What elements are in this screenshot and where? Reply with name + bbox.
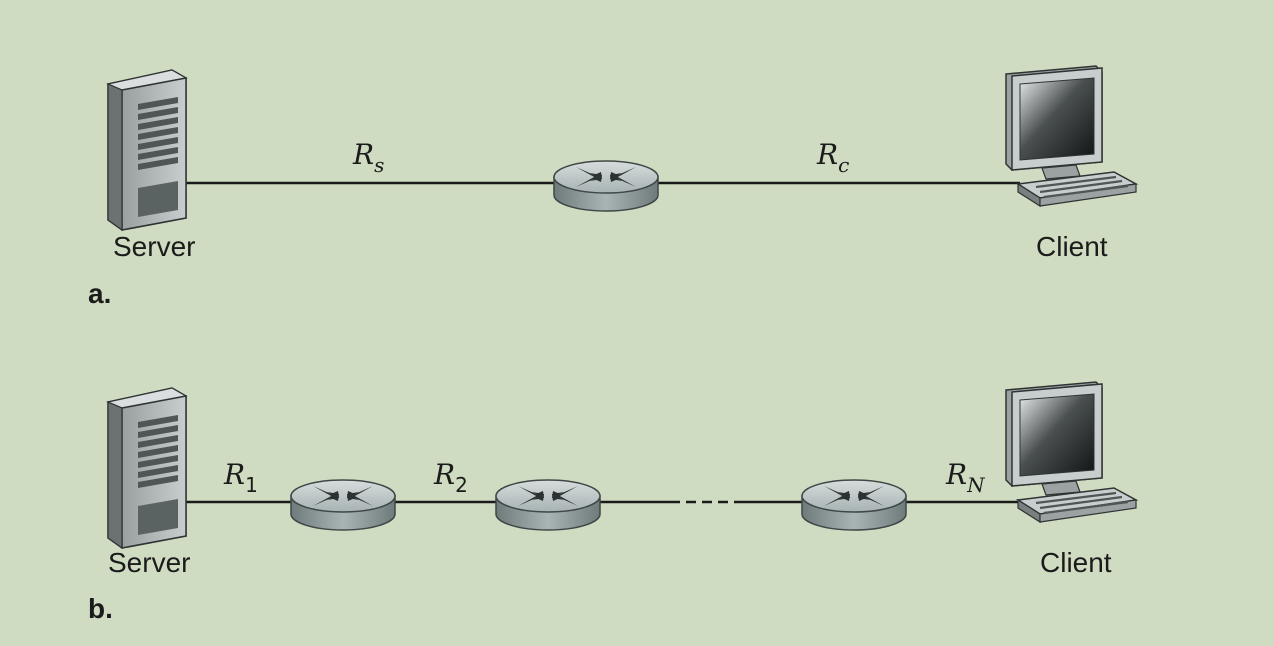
panel-a: Server Client a. Rs Rc	[88, 64, 1138, 309]
rate-label-r1: R1	[223, 458, 258, 497]
client-label: Client	[1036, 231, 1108, 262]
panel-label-a: a.	[88, 278, 111, 309]
server-label: Server	[108, 547, 190, 578]
rate-label-rs: Rs	[352, 138, 384, 177]
client-computer-icon	[1004, 380, 1138, 524]
panel-b: Server Client b. R1 R2 RN	[88, 380, 1138, 624]
rate-label-r2: R2	[433, 458, 468, 497]
rate-label-rn: RN	[945, 458, 986, 497]
panel-label-b: b.	[88, 593, 113, 624]
rate-label-rc: Rc	[816, 138, 849, 177]
client-computer-icon	[1004, 64, 1138, 208]
server-label: Server	[113, 231, 195, 262]
client-label: Client	[1040, 547, 1112, 578]
server-icon	[107, 387, 187, 549]
router-icon	[553, 160, 659, 212]
router-icon	[290, 479, 396, 531]
server-icon	[107, 69, 187, 231]
router-icon	[801, 479, 907, 531]
router-icon	[495, 479, 601, 531]
